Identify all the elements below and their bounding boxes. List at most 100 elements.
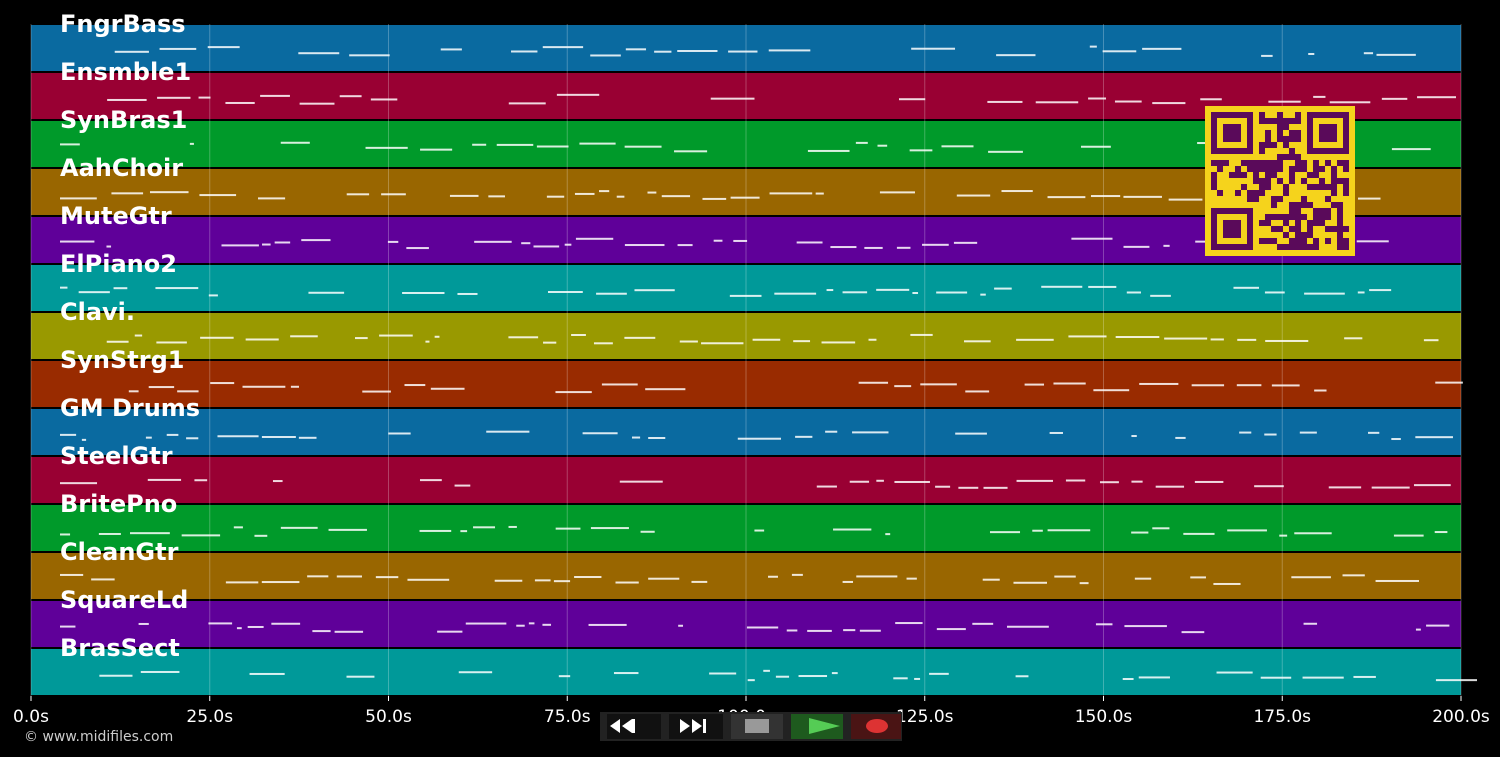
note: [388, 432, 411, 435]
note: [91, 578, 115, 581]
note: [334, 630, 364, 633]
note: [922, 243, 949, 246]
qr-cell: [1289, 154, 1295, 160]
qr-cell: [1217, 190, 1223, 196]
qr-cell: [1313, 238, 1319, 244]
note: [964, 340, 991, 343]
lane: [31, 361, 1461, 407]
note: [280, 141, 310, 144]
qr-cell: [1277, 112, 1283, 118]
note: [1303, 622, 1318, 625]
note: [1381, 97, 1408, 100]
note: [1071, 237, 1113, 240]
note: [186, 437, 199, 440]
forward-button[interactable]: [669, 714, 723, 739]
qr-cell: [1337, 160, 1343, 166]
qr-cell: [1337, 226, 1343, 232]
qr-cell: [1259, 142, 1265, 148]
qr-cell: [1331, 226, 1337, 232]
note: [593, 342, 613, 345]
note: [1344, 337, 1363, 340]
note: [474, 240, 512, 243]
note: [747, 679, 755, 682]
note: [1150, 294, 1171, 297]
note: [733, 239, 748, 242]
qr-cell: [1241, 184, 1247, 190]
note: [508, 102, 546, 105]
qr-cell: [1283, 124, 1289, 130]
note: [107, 98, 147, 101]
note: [249, 672, 285, 675]
qr-cell: [1289, 148, 1295, 154]
qr-cell: [1253, 172, 1259, 178]
stop-button[interactable]: [731, 714, 783, 739]
note: [1329, 101, 1371, 104]
note: [702, 197, 727, 200]
note: [661, 195, 691, 198]
note: [1191, 384, 1225, 387]
qr-cell: [1259, 178, 1265, 184]
note: [1047, 196, 1086, 199]
note: [1093, 389, 1130, 392]
note: [574, 192, 595, 195]
note: [654, 50, 672, 53]
note: [843, 629, 856, 632]
qr-cell: [1337, 208, 1343, 214]
note: [590, 527, 629, 530]
qr-cell: [1325, 226, 1331, 232]
note: [60, 433, 77, 436]
note: [308, 291, 345, 294]
note: [1079, 582, 1089, 585]
qr-cell: [1313, 172, 1319, 178]
qr-cell: [1295, 130, 1301, 136]
notes: [107, 93, 1457, 105]
note: [1016, 479, 1053, 482]
note: [911, 47, 956, 50]
qr-cell: [1289, 238, 1295, 244]
note: [582, 432, 618, 435]
lane-label: ElPiano2: [60, 250, 177, 278]
qr-cell: [1343, 226, 1349, 232]
note: [648, 437, 666, 440]
note: [965, 390, 990, 393]
qr-cell: [1325, 208, 1331, 214]
qr-cell: [1265, 130, 1271, 136]
note: [1123, 195, 1162, 198]
qr-cell: [1277, 214, 1283, 220]
notes: [60, 573, 1419, 585]
qr-cell: [1253, 166, 1259, 172]
qr-cell: [1265, 160, 1271, 166]
note: [207, 46, 240, 49]
note: [454, 484, 471, 487]
note: [486, 430, 530, 433]
note: [624, 244, 665, 247]
qr-cell: [1319, 184, 1325, 190]
note: [988, 150, 1023, 153]
play-button[interactable]: [791, 714, 843, 739]
note: [590, 54, 621, 57]
rewind-button[interactable]: [607, 714, 661, 739]
note: [1417, 96, 1457, 99]
lane-label: Ensmble1: [60, 58, 191, 86]
note: [894, 480, 930, 483]
lane-label: Clavi.: [60, 298, 135, 326]
note: [365, 146, 408, 149]
note: [272, 480, 283, 483]
note: [99, 674, 133, 677]
lane-label: SteelGtr: [60, 442, 173, 470]
qr-cell: [1337, 178, 1343, 184]
lane-label: AahChoir: [60, 154, 183, 182]
note: [60, 240, 95, 243]
note: [842, 580, 854, 583]
note: [877, 144, 888, 147]
note: [419, 529, 452, 532]
note: [473, 526, 496, 529]
note: [624, 145, 662, 148]
qr-cell: [1265, 178, 1271, 184]
labels: FngrBass Ensmble1 SynBras1 AahChoir MuteGtr E…: [60, 10, 200, 662]
note: [855, 141, 868, 144]
note: [148, 386, 175, 389]
qr-cell: [1295, 136, 1301, 142]
record-button[interactable]: [851, 714, 901, 739]
note: [177, 390, 199, 393]
